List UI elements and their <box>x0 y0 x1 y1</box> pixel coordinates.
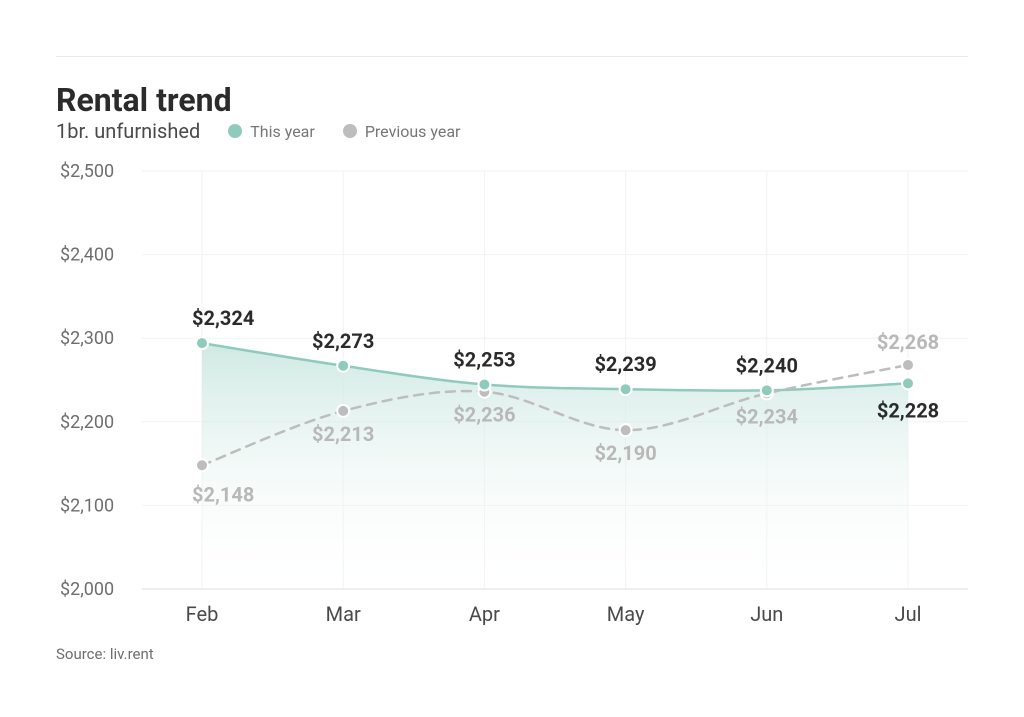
data-label-prev-year: $2,213 <box>312 422 374 446</box>
data-label-prev-year: $2,190 <box>594 441 656 465</box>
data-label-this-year: $2,253 <box>453 347 515 371</box>
marker-this-year <box>337 360 349 372</box>
x-tick-label: Jul <box>895 602 922 626</box>
y-tick-label: $2,100 <box>60 495 114 516</box>
marker-prev-year <box>196 459 208 471</box>
x-tick-label: Apr <box>469 602 500 626</box>
data-label-this-year: $2,228 <box>877 398 939 422</box>
y-tick-label: $2,400 <box>60 245 114 266</box>
y-tick-label: $2,200 <box>60 412 114 433</box>
chart-area: $2,000 $2,100 $2,200 $2,300 $2,400 $2,500 Feb M… <box>56 161 968 641</box>
x-tick-label: Jun <box>750 602 783 626</box>
chart-subtitle: 1br. unfurnished <box>56 119 200 143</box>
chart-title: Rental trend <box>56 81 968 119</box>
legend-item-this-year: This year <box>228 122 315 141</box>
x-tick-label: Mar <box>326 602 361 626</box>
marker-prev-year <box>337 405 349 417</box>
marker-this-year <box>196 337 208 349</box>
legend-item-prev-year: Previous year <box>343 122 461 141</box>
subtitle-row: 1br. unfurnished This year Previous year <box>56 119 968 143</box>
legend-dot-prev-year-icon <box>343 124 357 138</box>
marker-this-year <box>761 384 773 396</box>
legend-label-this-year: This year <box>250 122 315 141</box>
y-tick-label: $2,300 <box>60 328 114 349</box>
top-divider <box>56 56 968 57</box>
data-label-prev-year: $2,236 <box>453 403 515 427</box>
x-tick-label: May <box>607 602 645 626</box>
data-label-prev-year: $2,148 <box>192 482 254 506</box>
y-tick-label: $2,000 <box>60 579 114 600</box>
marker-this-year <box>620 383 632 395</box>
marker-prev-year <box>902 359 914 371</box>
area-this-year <box>202 343 908 589</box>
legend-dot-this-year-icon <box>228 124 242 138</box>
marker-this-year <box>902 377 914 389</box>
data-label-this-year: $2,273 <box>312 329 374 353</box>
data-label-this-year: $2,240 <box>736 353 798 377</box>
data-label-prev-year: $2,268 <box>877 330 939 354</box>
data-label-this-year: $2,324 <box>192 306 254 330</box>
x-tick-label: Feb <box>186 602 219 626</box>
chart-svg: $2,000 $2,100 $2,200 $2,300 $2,400 $2,500 Feb M… <box>56 161 968 641</box>
data-label-prev-year: $2,234 <box>736 404 798 428</box>
data-label-this-year: $2,239 <box>594 352 656 376</box>
legend: This year Previous year <box>228 122 460 141</box>
chart-container: Rental trend 1br. unfurnished This year … <box>0 0 1024 683</box>
chart-source: Source: liv.rent <box>56 645 968 663</box>
marker-prev-year <box>620 424 632 436</box>
marker-this-year <box>478 378 490 390</box>
y-tick-label: $2,500 <box>60 161 114 182</box>
legend-label-prev-year: Previous year <box>365 122 461 141</box>
